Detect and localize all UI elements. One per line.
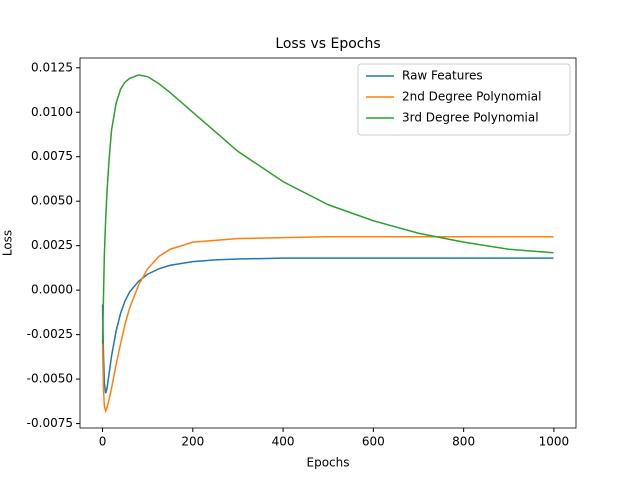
y-tick-label: 0.0025 — [31, 238, 73, 252]
y-tick-label: 0.0125 — [31, 60, 73, 74]
line — [101, 257, 554, 394]
x-tick-label: 1000 — [539, 435, 570, 449]
y-tick-label: 0.0100 — [31, 105, 73, 119]
x-axis-label: Epochs — [307, 456, 350, 470]
legend-box — [357, 63, 571, 136]
x-tick-label: 600 — [362, 435, 385, 449]
x-tick-label: 800 — [452, 435, 475, 449]
y-axis-label: Loss — [1, 230, 15, 256]
x-tick-label: 0 — [99, 435, 107, 449]
chart-title: Loss vs Epochs — [275, 36, 380, 52]
legend-label: 3rd Degree Polynomial — [402, 111, 539, 125]
line — [101, 236, 554, 414]
x-tick-label: 200 — [181, 435, 204, 449]
y-tick-label: 0.0000 — [31, 283, 73, 297]
y-tick-label: -0.0075 — [27, 416, 73, 430]
legend-label: Raw Features — [402, 69, 483, 83]
y-tick-label: -0.0050 — [27, 372, 73, 386]
legend-label: 2nd Degree Polynomial — [402, 90, 541, 104]
y-tick-label: -0.0025 — [27, 327, 73, 341]
line — [101, 74, 554, 344]
y-tick-label: 0.0075 — [31, 149, 73, 163]
x-tick-label: 400 — [272, 435, 295, 449]
plot-frame — [79, 57, 577, 429]
y-tick-label: 0.0050 — [31, 194, 73, 208]
